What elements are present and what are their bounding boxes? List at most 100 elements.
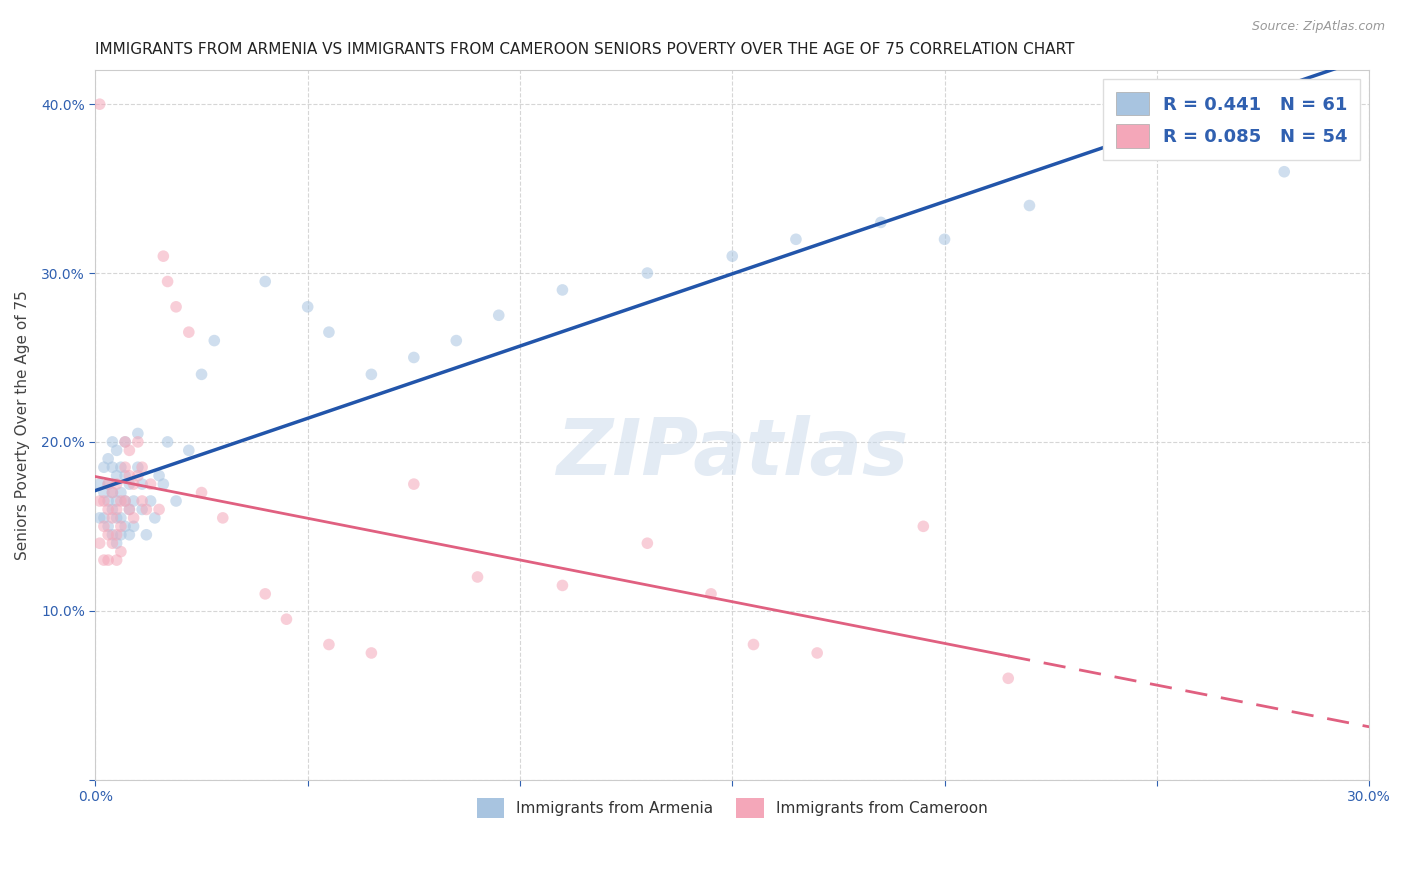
Point <box>148 468 170 483</box>
Point <box>143 511 166 525</box>
Point <box>131 494 153 508</box>
Point <box>997 671 1019 685</box>
Point <box>131 502 153 516</box>
Point <box>127 426 149 441</box>
Point <box>360 646 382 660</box>
Point <box>110 528 132 542</box>
Point <box>97 528 120 542</box>
Point <box>156 434 179 449</box>
Point <box>254 275 277 289</box>
Point <box>101 536 124 550</box>
Point <box>114 460 136 475</box>
Point <box>551 283 574 297</box>
Point <box>114 434 136 449</box>
Point <box>211 511 233 525</box>
Point <box>89 477 111 491</box>
Point <box>127 460 149 475</box>
Point <box>122 477 145 491</box>
Point <box>806 646 828 660</box>
Text: ZIPatlas: ZIPatlas <box>557 416 908 491</box>
Point <box>110 460 132 475</box>
Point <box>446 334 468 348</box>
Point <box>97 553 120 567</box>
Point <box>97 502 120 516</box>
Point <box>89 97 111 112</box>
Point <box>89 536 111 550</box>
Point <box>276 612 298 626</box>
Point <box>110 485 132 500</box>
Point <box>177 443 200 458</box>
Point <box>101 460 124 475</box>
Point <box>135 528 157 542</box>
Point <box>934 232 956 246</box>
Point <box>152 477 174 491</box>
Point <box>152 249 174 263</box>
Point <box>1018 198 1040 212</box>
Point <box>93 553 115 567</box>
Point <box>402 351 425 365</box>
Point <box>139 477 162 491</box>
Point <box>97 519 120 533</box>
Point <box>114 494 136 508</box>
Point <box>105 528 128 542</box>
Point <box>105 502 128 516</box>
Point <box>101 511 124 525</box>
Text: IMMIGRANTS FROM ARMENIA VS IMMIGRANTS FROM CAMEROON SENIORS POVERTY OVER THE AGE: IMMIGRANTS FROM ARMENIA VS IMMIGRANTS FR… <box>96 42 1076 57</box>
Point <box>636 266 658 280</box>
Y-axis label: Seniors Poverty Over the Age of 75: Seniors Poverty Over the Age of 75 <box>15 290 30 560</box>
Point <box>127 434 149 449</box>
Point <box>785 232 807 246</box>
Point <box>636 536 658 550</box>
Point <box>114 468 136 483</box>
Point <box>114 434 136 449</box>
Point <box>165 494 187 508</box>
Point <box>110 494 132 508</box>
Point <box>297 300 319 314</box>
Point <box>105 553 128 567</box>
Point <box>700 587 723 601</box>
Text: Source: ZipAtlas.com: Source: ZipAtlas.com <box>1251 20 1385 33</box>
Point <box>131 460 153 475</box>
Point <box>912 519 935 533</box>
Point <box>118 468 141 483</box>
Point <box>467 570 489 584</box>
Point <box>870 215 893 229</box>
Point <box>190 485 212 500</box>
Point <box>97 451 120 466</box>
Point <box>118 502 141 516</box>
Point <box>131 477 153 491</box>
Point <box>488 308 510 322</box>
Point <box>202 334 225 348</box>
Point <box>101 485 124 500</box>
Point <box>101 528 124 542</box>
Point <box>118 528 141 542</box>
Point <box>97 494 120 508</box>
Point <box>165 300 187 314</box>
Point <box>97 477 120 491</box>
Point <box>101 485 124 500</box>
Point <box>139 494 162 508</box>
Point <box>118 443 141 458</box>
Point <box>93 519 115 533</box>
Point <box>114 519 136 533</box>
Point <box>93 494 115 508</box>
Point <box>721 249 744 263</box>
Point <box>148 502 170 516</box>
Point <box>101 502 124 516</box>
Point <box>93 511 115 525</box>
Point <box>89 494 111 508</box>
Point <box>110 519 132 533</box>
Point <box>110 511 132 525</box>
Point <box>93 460 115 475</box>
Point <box>122 519 145 533</box>
Point <box>93 485 115 500</box>
Point <box>101 434 124 449</box>
Point <box>114 494 136 508</box>
Point <box>122 494 145 508</box>
Point <box>97 477 120 491</box>
Point <box>742 638 765 652</box>
Point <box>177 325 200 339</box>
Point <box>105 443 128 458</box>
Point <box>105 468 128 483</box>
Point <box>254 587 277 601</box>
